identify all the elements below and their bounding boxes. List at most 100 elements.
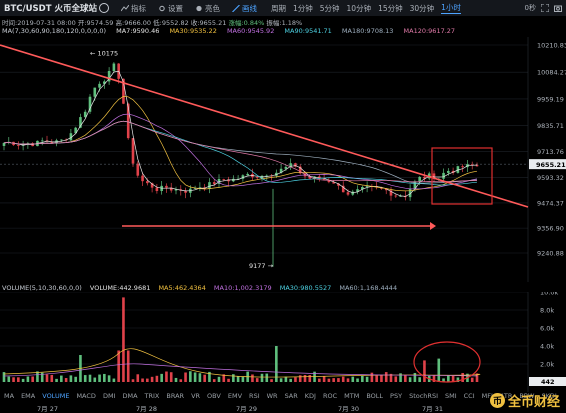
date-label: 7月 29 — [236, 405, 257, 413]
period-5min[interactable]: 5分钟 — [319, 3, 340, 13]
volume-bar — [64, 378, 68, 382]
settings-button[interactable]: 设置 — [158, 3, 183, 14]
indicator-tab-rsi[interactable]: RSI — [249, 392, 260, 400]
candle-body — [356, 189, 359, 192]
volume-bar — [222, 374, 226, 382]
watermark-text: 全币财经 — [507, 395, 560, 410]
volume-bar — [356, 378, 359, 382]
volume-bar — [126, 350, 130, 382]
volume-bar — [241, 376, 245, 382]
volume-bar — [384, 372, 388, 382]
current-price-label: 9655.21 — [536, 161, 566, 169]
candle-body — [475, 164, 479, 167]
period-30min[interactable]: 30分钟 — [409, 3, 435, 13]
indicator-tab-brar[interactable]: BRAR — [166, 392, 185, 400]
volume-bar — [413, 372, 417, 382]
date-label: 7月 27 — [37, 405, 58, 413]
volume-axis-label: 6.0k — [540, 325, 554, 333]
change-value: 涨幅:0.84% — [228, 19, 265, 27]
volume-bar — [174, 377, 178, 382]
volume-bar — [365, 376, 369, 382]
price-chart[interactable]: 10210.83 10084.27 9959.19 9835.71 9713.76 959… — [0, 37, 566, 282]
time-value: 时间:2019-07-31 08:00 — [2, 19, 76, 27]
candle-body — [275, 172, 278, 176]
indicator-tab-atr[interactable]: ATR — [499, 392, 513, 400]
draw-line-button[interactable]: 画线 — [232, 3, 257, 14]
trend-line — [0, 44, 529, 208]
volume-bar — [112, 378, 116, 382]
volume-bar — [122, 297, 125, 382]
info-icon[interactable] — [98, 3, 109, 13]
indicator-button[interactable]: 指标 — [120, 3, 146, 14]
volume-bar — [394, 376, 398, 382]
candle-body — [418, 176, 421, 182]
ma120-line — [3, 120, 477, 183]
volume-bar — [103, 373, 106, 382]
volume-bar — [447, 375, 450, 382]
indicator-tab-bbw[interactable]: BBW — [519, 392, 535, 400]
indicator-tab-roc[interactable]: ROC — [322, 392, 338, 400]
indicator-tab-dmi[interactable]: DMI — [102, 392, 116, 400]
candle-body — [184, 190, 187, 193]
indicator-tab-stochrsi[interactable]: StochRSI — [409, 392, 438, 400]
volume-axis-label: 2.0k — [540, 361, 554, 369]
indicator-tab-cci[interactable]: CCI — [463, 392, 475, 400]
period-15min[interactable]: 15分钟 — [378, 3, 403, 13]
indicator-tab-sar[interactable]: SAR — [284, 392, 298, 400]
volume-bar — [212, 379, 216, 382]
indicator-tab-psy[interactable]: PSY — [390, 392, 403, 400]
volume-bar — [136, 374, 140, 382]
volume-params: VOLUME(5,10,30,60,0,0) — [2, 284, 82, 292]
volume-bar — [279, 378, 283, 382]
volume-bar — [346, 378, 350, 382]
candle-body — [83, 111, 87, 118]
indicator-label: 指标 — [130, 3, 146, 13]
indicator-tab-trix[interactable]: TRIX — [144, 392, 160, 400]
fullscreen-icon[interactable] — [541, 4, 549, 12]
volume-bar — [418, 377, 421, 382]
indicator-tab-macd[interactable]: MACD — [76, 392, 96, 400]
candle-body — [294, 163, 297, 167]
volume-bar — [7, 376, 11, 382]
price-axis-label: 9240.88 — [537, 250, 564, 258]
period-10min[interactable]: 10分钟 — [346, 3, 372, 13]
indicator-tab-mtm[interactable]: MTM — [344, 392, 360, 400]
volume-chart[interactable]: 10.0k 8.0k 6.0k 4.0k 2.0k 442 — [0, 292, 566, 392]
indicator-tab-obv[interactable]: OBV — [207, 392, 221, 400]
candle-body — [308, 176, 312, 179]
indicator-tab-skdj[interactable]: SKDJ — [541, 392, 557, 400]
indicator-tab-vr[interactable]: VR — [191, 392, 201, 400]
period-1min[interactable]: 1分钟 — [292, 3, 313, 13]
candle-body — [365, 186, 369, 187]
theme-button[interactable]: 亮色 — [195, 3, 220, 14]
watermark: 币 全币财经 — [489, 391, 560, 410]
indicator-tab-ema[interactable]: EMA — [21, 392, 36, 400]
candle-body — [150, 183, 154, 188]
indicator-tab-mfi[interactable]: MFI — [481, 392, 493, 400]
indicator-tab-smi[interactable]: SMI — [444, 392, 457, 400]
indicator-tab-ma[interactable]: MA — [4, 392, 15, 400]
volume-bar — [160, 373, 163, 382]
volume-bar — [265, 373, 269, 382]
indicator-tab-dma[interactable]: DMA — [122, 392, 138, 400]
symbol-title[interactable]: BTC/USDT 火币全球站 — [4, 4, 97, 14]
volume-bar — [270, 379, 273, 382]
indicator-tab-volume[interactable]: VOLUME — [42, 392, 70, 400]
candle-body — [408, 188, 412, 198]
volume-bar — [236, 376, 240, 382]
camera-icon[interactable] — [554, 4, 562, 12]
indicator-tab-emv[interactable]: EMV — [227, 392, 243, 400]
indicator-tab-wr[interactable]: WR — [266, 392, 278, 400]
period-1hour[interactable]: 1小时 — [441, 3, 461, 14]
low-annotation: 9177 → — [249, 262, 274, 270]
volume-bar — [17, 377, 20, 382]
candle-body — [98, 83, 101, 88]
volume-bar — [298, 375, 302, 382]
indicator-tab-kdj[interactable]: KDJ — [304, 392, 316, 400]
indicator-icon — [120, 4, 129, 11]
candle-body — [136, 163, 140, 176]
volume-bar — [361, 375, 364, 382]
candle-body — [470, 164, 474, 165]
indicator-tab-boll[interactable]: BOLL — [366, 392, 384, 400]
volume-bar — [456, 377, 460, 382]
